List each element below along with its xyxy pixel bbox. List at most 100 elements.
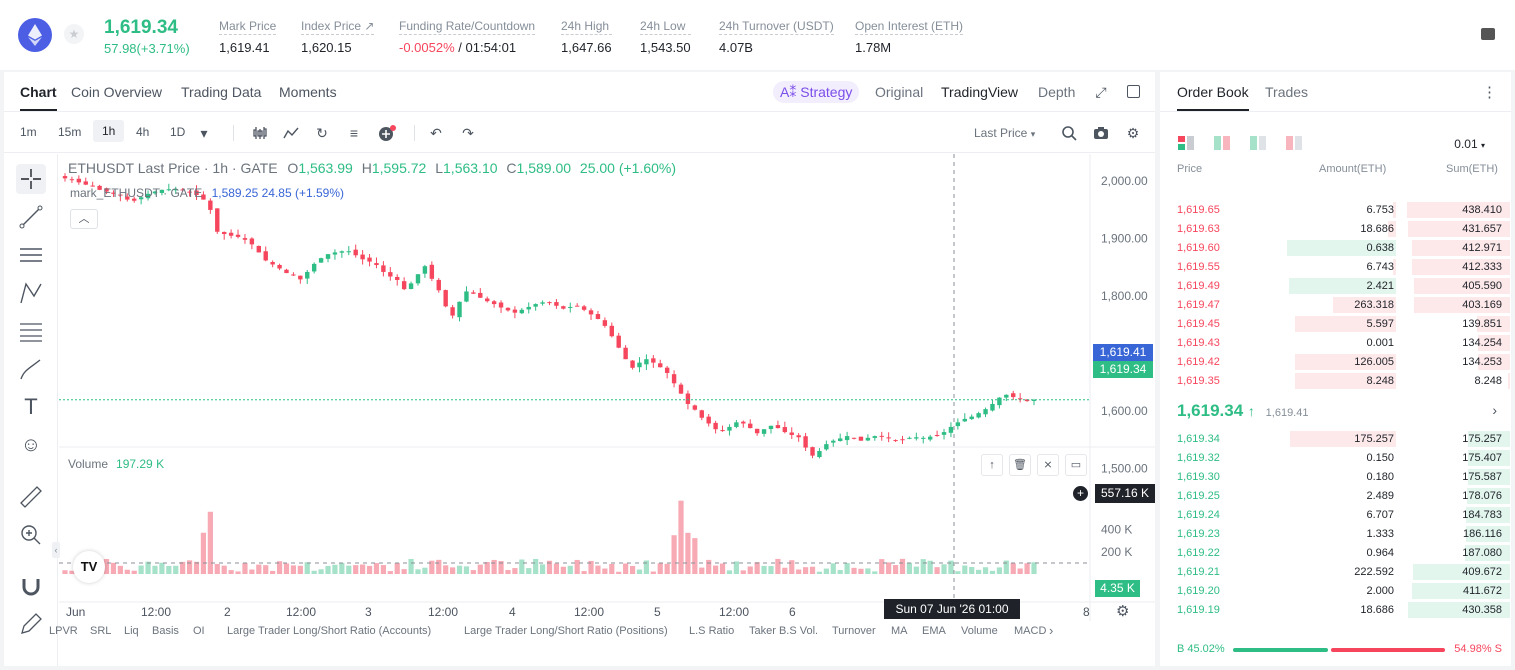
pattern-icon[interactable] xyxy=(16,278,46,308)
stat-mark-price[interactable]: Mark Price 1,619.41 xyxy=(219,19,277,55)
ask-row[interactable]: 1,619.35 8.248 8.248 xyxy=(1177,372,1510,391)
tab-trades[interactable]: Trades xyxy=(1265,84,1309,100)
tradingview-logo-icon[interactable]: TV xyxy=(73,551,105,583)
bid-row[interactable]: 1,619.25 2.489 178.076 xyxy=(1177,487,1510,506)
ask-row[interactable]: 1,619.65 6.753 438.410 xyxy=(1177,201,1510,220)
chevron-right-icon[interactable]: › xyxy=(1492,402,1497,418)
indicator-turnover[interactable]: Turnover xyxy=(832,625,876,637)
indicator-large-trader-long-short-ratio-accounts-[interactable]: Large Trader Long/Short Ratio (Accounts) xyxy=(227,625,432,637)
maximize-icon[interactable]: ▭ xyxy=(1065,454,1087,476)
bid-row[interactable]: 1,619.20 2.000 411.672 xyxy=(1177,582,1510,601)
ruler-icon[interactable] xyxy=(16,482,46,512)
move-up-icon[interactable]: ↑ xyxy=(981,454,1003,476)
notes-icon[interactable] xyxy=(1481,28,1495,40)
collapse-icon[interactable]: ⨯ xyxy=(1037,454,1059,476)
indicator-srl[interactable]: SRL xyxy=(90,625,112,637)
delete-icon[interactable]: 🗑 xyxy=(1009,454,1031,476)
pencil-icon[interactable] xyxy=(16,609,46,639)
candle-type-icon[interactable] xyxy=(252,125,268,141)
indicator-oi[interactable]: OI xyxy=(193,625,205,637)
tab-coin-overview[interactable]: Coin Overview xyxy=(71,84,163,100)
trend-line-icon[interactable] xyxy=(16,202,46,232)
fullscreen-icon[interactable]: ⤢ xyxy=(1095,84,1107,100)
timeframe-1d[interactable]: 1D xyxy=(170,125,186,139)
orderbook-mid-price[interactable]: 1,619.34 ↑ 1,619.41 xyxy=(1177,401,1308,421)
view-tab-original[interactable]: Original xyxy=(875,84,924,100)
camera-icon[interactable] xyxy=(1093,125,1109,141)
bid-row[interactable]: 1,619.22 0.964 187.080 xyxy=(1177,544,1510,563)
add-indicator-icon[interactable] xyxy=(378,125,396,141)
ask-row[interactable]: 1,619.47 263.318 403.169 xyxy=(1177,296,1510,315)
chart-canvas[interactable]: 2,000.001,900.001,800.001,700.001,600.00… xyxy=(59,154,1155,621)
ask-row[interactable]: 1,619.45 5.597 139.851 xyxy=(1177,315,1510,334)
indicator-taker-b-s-vol-[interactable]: Taker B.S Vol. xyxy=(749,625,819,637)
indicator-macd[interactable]: MACD xyxy=(1014,625,1047,637)
more-icon[interactable]: ⋮ xyxy=(1482,84,1497,101)
tab-chart[interactable]: Chart xyxy=(20,84,57,111)
orderbook-both-icon[interactable] xyxy=(1178,136,1194,150)
text-tool-icon[interactable]: T xyxy=(24,394,38,419)
indicator-l-s-ratio[interactable]: L.S Ratio xyxy=(689,625,735,637)
timeframe-1m[interactable]: 1m xyxy=(20,125,37,139)
refresh-icon[interactable]: ↻ xyxy=(316,125,328,141)
crosshair-icon[interactable] xyxy=(16,164,46,194)
indicator-ema[interactable]: EMA xyxy=(922,625,946,637)
window-icon[interactable] xyxy=(1127,85,1140,98)
indicator-large-trader-long-short-ratio-positions-[interactable]: Large Trader Long/Short Ratio (Positions… xyxy=(464,625,668,637)
bid-row[interactable]: 1,619.19 18.686 430.358 xyxy=(1177,601,1510,620)
orderbook-asks-icon[interactable] xyxy=(1286,136,1302,150)
zoom-in-icon[interactable] xyxy=(16,520,46,550)
chevron-right-icon[interactable]: › xyxy=(1049,623,1054,638)
collapse-legend-button[interactable]: ︿ xyxy=(70,209,98,229)
tab-order-book[interactable]: Order Book xyxy=(1177,84,1249,111)
orderbook-bids-icon[interactable] xyxy=(1250,136,1266,150)
timeframe-dropdown-icon[interactable]: ▾ xyxy=(200,125,208,141)
ask-row[interactable]: 1,619.42 126.005 134.253 xyxy=(1177,353,1510,372)
timeframe-4h[interactable]: 4h xyxy=(136,125,150,139)
templates-icon[interactable]: ≡ xyxy=(349,125,359,141)
chart-settings-icon[interactable]: ⚙ xyxy=(1116,603,1130,620)
bid-row[interactable]: 1,619.24 6.707 184.783 xyxy=(1177,506,1510,525)
fib-icon[interactable] xyxy=(16,316,46,346)
precision-dropdown[interactable]: 0.01 ▾ xyxy=(1454,137,1485,151)
favorite-star-icon[interactable]: ★ xyxy=(64,24,84,44)
indicator-ma[interactable]: MA xyxy=(891,625,908,637)
expand-toolbar-icon[interactable]: ‹ xyxy=(52,542,60,558)
ask-row[interactable]: 1,619.63 18.686 431.657 xyxy=(1177,220,1510,239)
price-type-dropdown[interactable]: Last Price ▾ xyxy=(974,126,1035,140)
horizontal-lines-icon[interactable] xyxy=(16,240,46,270)
ask-row[interactable]: 1,619.60 0.638 412.971 xyxy=(1177,239,1510,258)
add-alert-icon[interactable]: + xyxy=(1073,486,1088,501)
indicator-lpvr[interactable]: LPVR xyxy=(49,625,78,637)
brush-icon[interactable] xyxy=(16,354,46,384)
timeframe-15m[interactable]: 15m xyxy=(58,125,82,139)
magnet-icon[interactable] xyxy=(16,571,46,601)
indicator-volume[interactable]: Volume xyxy=(961,625,998,637)
bid-row[interactable]: 1,619.30 0.180 175.587 xyxy=(1177,468,1510,487)
ask-row[interactable]: 1,619.55 6.743 412.333 xyxy=(1177,258,1510,277)
undo-icon[interactable]: ↶ xyxy=(430,125,442,141)
redo-icon[interactable]: ↷ xyxy=(462,125,474,141)
bid-row[interactable]: 1,619.21 222.592 409.672 xyxy=(1177,563,1510,582)
indicator-liq[interactable]: Liq xyxy=(124,625,139,637)
stat-index-price[interactable]: Index Price ↗ 1,620.15 xyxy=(301,19,375,55)
ask-row[interactable]: 1,619.43 0.001 134.254 xyxy=(1177,334,1510,353)
tab-trading-data[interactable]: Trading Data xyxy=(181,84,262,100)
view-tab-depth[interactable]: Depth xyxy=(1038,84,1076,100)
gear-icon[interactable]: ⚙ xyxy=(1126,125,1140,141)
indicator-basis[interactable]: Basis xyxy=(152,625,179,637)
orderbook-bids-asks-icon[interactable] xyxy=(1214,136,1230,150)
indicators-icon[interactable] xyxy=(283,125,299,141)
strategy-button[interactable]: A⁑ Strategy xyxy=(773,81,860,103)
stat-funding-rate[interactable]: Funding Rate/Countdown -0.0052% / 01:54:… xyxy=(399,19,536,55)
ask-row[interactable]: 1,619.49 2.421 405.590 xyxy=(1177,277,1510,296)
search-icon[interactable] xyxy=(1061,125,1077,141)
bid-row[interactable]: 1,619.23 1.333 186.116 xyxy=(1177,525,1510,544)
candle-body xyxy=(346,251,351,253)
timeframe-1h[interactable]: 1h xyxy=(93,120,125,142)
view-tab-tradingview[interactable]: TradingView xyxy=(941,84,1019,100)
bid-row[interactable]: 1,619.34 175.257 175.257 xyxy=(1177,430,1510,449)
tab-moments[interactable]: Moments xyxy=(279,84,337,100)
emoji-icon[interactable]: ☺ xyxy=(20,434,42,456)
bid-row[interactable]: 1,619.32 0.150 175.407 xyxy=(1177,449,1510,468)
